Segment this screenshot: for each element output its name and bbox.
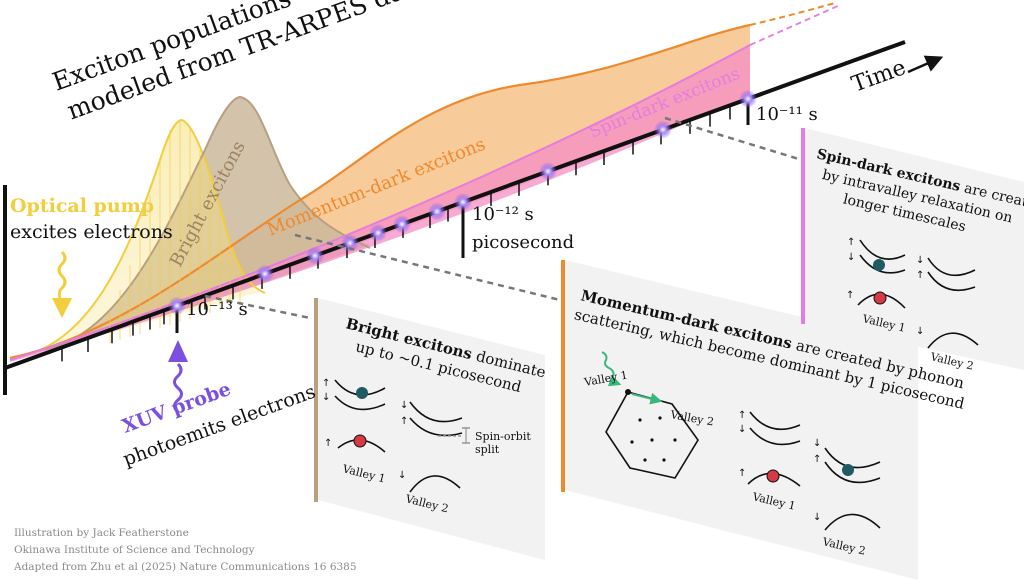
bright-excitons-curve bbox=[39, 95, 371, 351]
credit-line-3: Adapted from Zhu et al (2025) Nature Com… bbox=[14, 561, 357, 573]
spin-panel bbox=[801, 128, 1024, 370]
svg-text:↑: ↑ bbox=[813, 454, 821, 465]
probe-pulse-dot bbox=[369, 223, 387, 242]
probe-arrow-icon bbox=[168, 340, 188, 414]
bright-connector bbox=[204, 294, 311, 320]
time-axis bbox=[3, 40, 944, 395]
svg-text:↑: ↑ bbox=[738, 410, 746, 421]
probe-dots bbox=[168, 89, 757, 315]
pump-arrow-icon bbox=[52, 250, 72, 318]
momentum-connector bbox=[294, 233, 561, 302]
pump-description: excites electrons bbox=[10, 221, 173, 243]
bright-hole-dot bbox=[353, 434, 367, 448]
svg-text:↓: ↓ bbox=[400, 400, 408, 411]
svg-text:↑: ↑ bbox=[738, 468, 746, 479]
pump-hatching bbox=[109, 122, 241, 343]
momentum-hole-dot bbox=[766, 469, 780, 483]
svg-text:↑: ↑ bbox=[846, 290, 854, 301]
probe-pulse-dot bbox=[654, 120, 672, 139]
svg-text:↓: ↓ bbox=[916, 255, 924, 266]
svg-text:↑: ↑ bbox=[400, 416, 408, 427]
probe-pulse-dot bbox=[341, 234, 359, 253]
tick-label-picosecond: picosecond bbox=[472, 232, 574, 253]
momentum-dark-extension bbox=[749, 2, 836, 26]
pump-title: Optical pump bbox=[10, 195, 154, 217]
spin-dark-curve bbox=[9, 44, 751, 361]
svg-text:↓: ↓ bbox=[813, 512, 821, 523]
bright-split-label-2: split bbox=[475, 443, 500, 456]
svg-text:↑: ↑ bbox=[916, 270, 924, 281]
svg-text:↓: ↓ bbox=[322, 392, 330, 403]
tick-label-12: 10⁻¹² s bbox=[472, 204, 534, 225]
svg-text:↑: ↑ bbox=[847, 237, 855, 248]
probe-pulse-dot bbox=[393, 215, 411, 234]
svg-text:↓: ↓ bbox=[398, 470, 406, 481]
credit-line-1: Illustration by Jack Featherstone bbox=[14, 527, 189, 539]
tick-label-11: 10⁻¹¹ s bbox=[756, 104, 818, 125]
probe-pulse-dot bbox=[539, 162, 557, 181]
connectors bbox=[204, 116, 803, 320]
probe-pulse-dot bbox=[168, 296, 186, 315]
probe-pulse-dot bbox=[454, 193, 472, 212]
bright-bands bbox=[334, 379, 470, 493]
spin-connector bbox=[664, 116, 803, 162]
tick-label-13: 10⁻¹³ s bbox=[186, 299, 248, 320]
time-arrow bbox=[907, 55, 944, 74]
probe-pulse-dot bbox=[428, 202, 446, 221]
spin-hole-dot bbox=[873, 291, 887, 305]
spin-exciton-dot bbox=[873, 259, 885, 271]
bright-spin-arrows: ↑ ↓ ↓ ↑ ↑ ↓ bbox=[322, 378, 408, 481]
bright-split-label-1: Spin-orbit bbox=[475, 430, 531, 443]
spin-dark-extension bbox=[749, 4, 841, 46]
momentum-dark-curve bbox=[9, 23, 751, 360]
bright-panel bbox=[314, 298, 545, 560]
brillouin-zone-icon bbox=[601, 351, 699, 479]
probe-pulse-dot bbox=[306, 246, 324, 265]
momentum-spin-arrows: ↑ ↓ ↓ ↑ ↑ ↓ bbox=[738, 410, 821, 523]
svg-text:↑: ↑ bbox=[324, 438, 332, 449]
svg-text:↓: ↓ bbox=[847, 252, 855, 263]
svg-text:↓: ↓ bbox=[738, 424, 746, 435]
momentum-exciton-dot bbox=[842, 464, 854, 476]
probe-pulse-dot bbox=[256, 264, 274, 283]
credit-line-2: Okinawa Institute of Science and Technol… bbox=[14, 544, 255, 556]
momentum-panel bbox=[561, 260, 918, 580]
probe-pulse-dot bbox=[739, 89, 757, 108]
svg-text:↓: ↓ bbox=[813, 438, 821, 449]
spin-spin-arrows: ↑ ↓ ↓ ↑ ↑ ↓ bbox=[846, 237, 924, 337]
time-axis-label: Time bbox=[849, 55, 910, 98]
bright-exciton-dot bbox=[356, 387, 368, 399]
svg-text:↑: ↑ bbox=[322, 378, 330, 389]
svg-text:↓: ↓ bbox=[916, 326, 924, 337]
